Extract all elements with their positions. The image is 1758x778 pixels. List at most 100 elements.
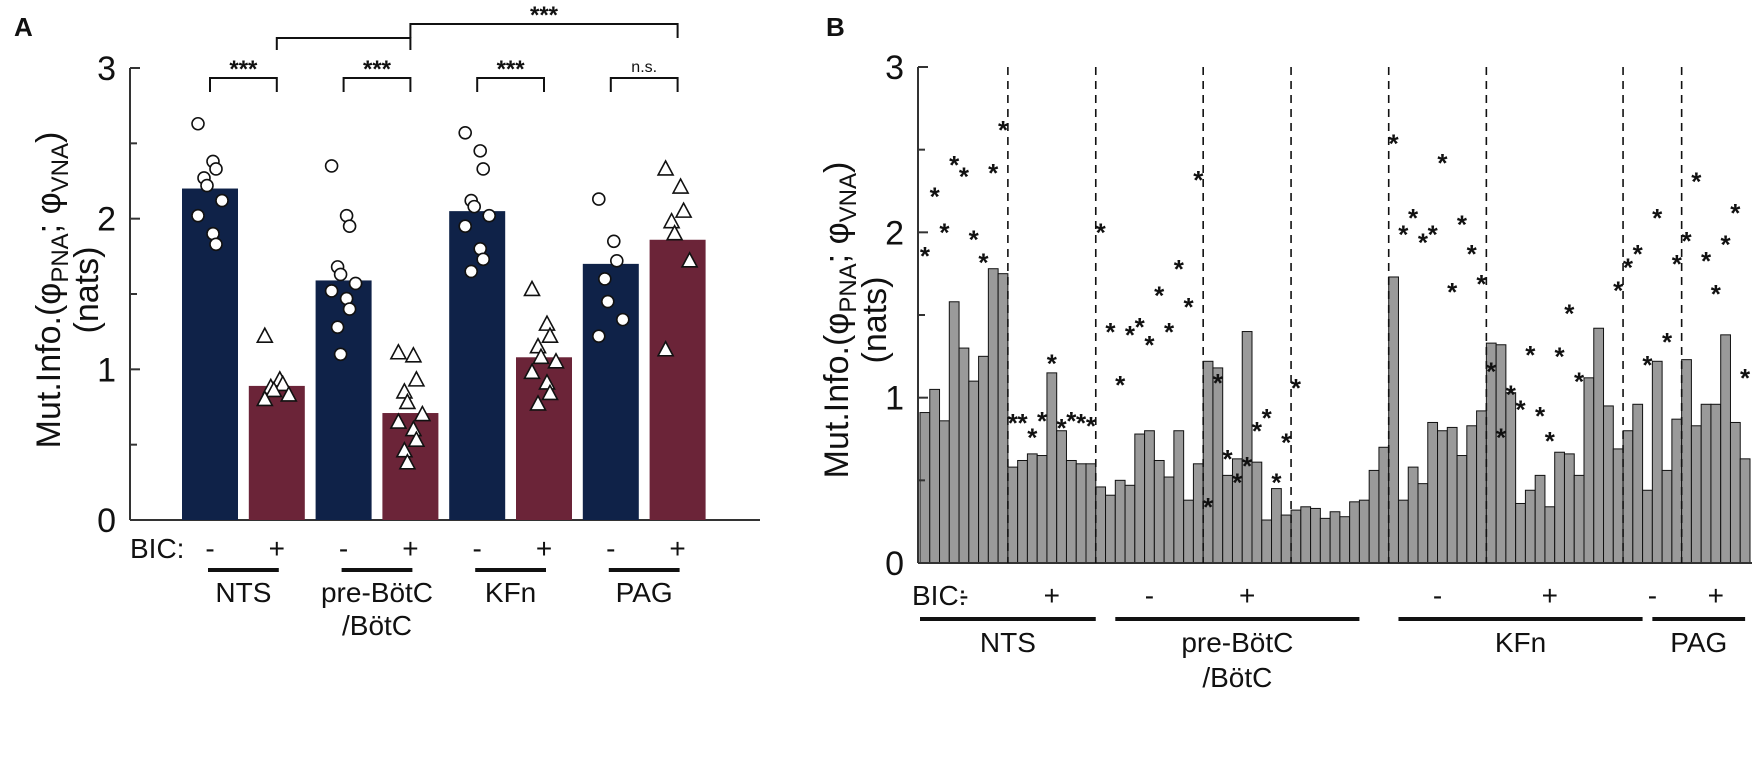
asterisk-marker: *: [1242, 451, 1253, 481]
asterisk-marker: *: [939, 218, 950, 248]
bar: [987, 268, 999, 564]
asterisk-marker: *: [1428, 219, 1439, 249]
asterisk-marker: *: [1515, 395, 1526, 425]
bar: [1310, 507, 1321, 564]
asterisk-marker: *: [1183, 292, 1194, 322]
bar: [1036, 455, 1048, 564]
asterisk-marker: *: [1125, 320, 1136, 350]
asterisk-marker: *: [1535, 401, 1546, 431]
bic-sign: -: [339, 533, 348, 564]
asterisk-marker: *: [1564, 299, 1575, 329]
asterisk-marker: *: [1574, 366, 1585, 396]
points-a: [191, 116, 699, 470]
y-label-prefix: Mut.Info.(φ: [30, 283, 68, 449]
y-axis-label-a-units: (nats): [68, 247, 106, 334]
bar-NTS-bic: [248, 385, 305, 520]
asterisk-marker: *: [1672, 249, 1683, 279]
asterisk-marker: *: [1701, 246, 1712, 276]
y-axis-label-b: Mut.Info.(φPNA; φVNA): [818, 162, 862, 479]
bic-sign: +: [402, 533, 418, 564]
y-label-suffix: ): [30, 132, 68, 143]
group-label: KFn: [1495, 627, 1546, 658]
asterisk-marker: *: [1096, 218, 1107, 248]
significance-label: ***: [229, 56, 258, 83]
y-axis-label-b-units: (nats): [856, 277, 894, 364]
x-labels-a: - + - + - + - + NTS pre-BötC/BötC KFn PAG: [205, 533, 685, 641]
data-point: [255, 326, 274, 343]
bar: [958, 347, 970, 564]
asterisk-marker: *: [1642, 350, 1653, 380]
y-label-sub-vna: VNA: [47, 143, 74, 192]
data-point: [464, 264, 479, 279]
asterisk-marker: *: [1457, 209, 1468, 239]
asterisk-marker: *: [969, 224, 980, 254]
y-label-sub-pna: PNA: [835, 263, 862, 312]
significance-bracket: [609, 77, 679, 92]
bar: [1690, 425, 1702, 564]
bar: [1153, 459, 1165, 564]
data-point: [398, 453, 417, 470]
asterisk-marker: *: [1203, 492, 1214, 522]
bar: [1720, 334, 1731, 564]
data-point: [473, 144, 488, 158]
bar: [1515, 502, 1526, 564]
bar: [968, 380, 980, 564]
data-point: [597, 272, 612, 286]
data-point: [273, 374, 292, 392]
bar: [929, 388, 941, 564]
data-point: [324, 284, 339, 298]
bar: [1700, 403, 1712, 564]
asterisk-marker: *: [1691, 166, 1702, 196]
group-label: PAG: [616, 577, 673, 608]
bar: [1056, 430, 1067, 564]
bic-sign: -: [205, 533, 214, 564]
data-point: [467, 199, 482, 214]
data-point: [342, 219, 357, 233]
bar: [1144, 430, 1155, 564]
panel-label-b: B: [826, 12, 845, 42]
bar: [1241, 331, 1253, 564]
bar: [1622, 430, 1634, 564]
asterisk-marker: *: [1525, 340, 1536, 370]
data-point: [591, 329, 606, 343]
bic-label-b: BIC:: [912, 580, 966, 611]
bar: [1339, 516, 1351, 564]
markers-b: **** ********* *********** ****** ** ****** * *…: [920, 115, 1751, 522]
asterisk-marker: *: [1213, 368, 1224, 398]
data-point: [389, 412, 408, 429]
y-axis-label-a: Mut.Info.(φPNA; φVNA): [30, 132, 74, 449]
data-point: [665, 224, 684, 241]
asterisk-marker: *: [1027, 423, 1038, 453]
data-point: [662, 211, 681, 229]
bars-b: [919, 268, 1751, 564]
data-point: [674, 201, 693, 218]
bic-sign: +: [669, 533, 685, 564]
bic-sign: +: [269, 533, 285, 564]
y-tick-label: 1: [885, 380, 904, 418]
data-point: [264, 380, 283, 398]
data-point: [615, 312, 630, 327]
y-label-mid: ; φ: [818, 222, 856, 263]
bic-sign: +: [536, 533, 552, 564]
asterisk-marker: *: [1193, 165, 1204, 195]
asterisk-marker: *: [1681, 226, 1692, 256]
asterisk-marker: *: [1232, 467, 1243, 497]
bar: [1290, 509, 1302, 564]
group-label: pre-BötC: [321, 577, 433, 608]
asterisk-marker: *: [1418, 228, 1429, 258]
significance-bracket: [409, 23, 679, 38]
data-point: [600, 294, 615, 309]
bar: [1163, 476, 1175, 564]
asterisk-marker: *: [1174, 254, 1185, 284]
bar: [1026, 453, 1038, 564]
asterisk-marker: *: [1721, 229, 1732, 259]
group-label: NTS: [980, 627, 1036, 658]
data-point: [279, 385, 298, 402]
data-point: [330, 320, 345, 334]
significance-label: ***: [497, 56, 526, 83]
bar: [1261, 519, 1273, 564]
dividers-b: [1007, 67, 1683, 563]
asterisk-marker: *: [1496, 423, 1507, 453]
bar: [1095, 486, 1107, 564]
bar: [1456, 455, 1468, 564]
